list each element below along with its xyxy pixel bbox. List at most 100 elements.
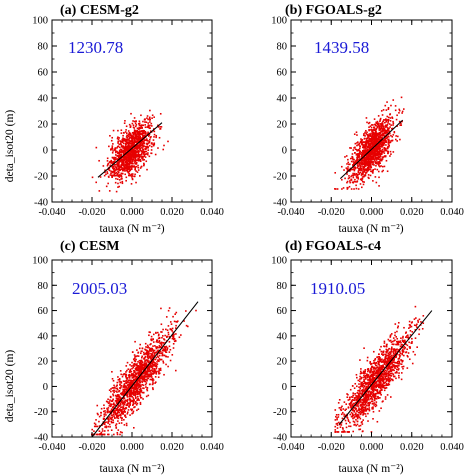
scatter-point <box>136 127 139 130</box>
scatter-point <box>128 398 131 400</box>
scatter-point <box>361 176 364 178</box>
scatter-point <box>340 421 343 424</box>
scatter-point <box>117 417 120 420</box>
scatter-point <box>133 157 136 159</box>
scatter-point <box>356 423 359 426</box>
x-axis-label: tauxa (N m⁻²) <box>338 463 403 475</box>
scatter-point <box>133 152 136 154</box>
scatter-point <box>366 121 368 124</box>
scatter-point <box>129 140 132 143</box>
scatter-point <box>157 334 160 337</box>
scatter-point <box>389 120 392 122</box>
scatter-point <box>113 148 116 151</box>
scatter-point <box>137 150 140 153</box>
scatter-point <box>146 387 149 389</box>
scatter-point <box>123 165 125 167</box>
scatter-point <box>372 124 374 126</box>
scatter-point <box>115 385 118 387</box>
scatter-point <box>370 129 372 131</box>
scatter-point <box>119 153 121 156</box>
scatter-point <box>142 384 145 387</box>
scatter-point <box>360 377 363 380</box>
scatter-point <box>107 168 110 171</box>
scatter-point <box>392 120 394 123</box>
scatter-point <box>126 142 129 145</box>
scatter-point <box>356 392 359 394</box>
scatter-point <box>376 146 378 148</box>
scatter-point <box>113 160 116 162</box>
scatter-point <box>131 176 133 178</box>
y-tick-label: 80 <box>38 281 49 292</box>
scatter-point <box>149 369 152 372</box>
scatter-point <box>363 397 366 399</box>
scatter-point <box>165 345 168 348</box>
scatter-point <box>395 135 397 137</box>
scatter-point <box>395 350 397 353</box>
scatter-point <box>144 383 147 386</box>
scatter-point <box>159 368 161 371</box>
scatter-point <box>381 148 384 151</box>
scatter-point <box>140 350 143 353</box>
scatter-point <box>387 152 389 155</box>
scatter-point <box>379 382 382 384</box>
scatter-point <box>391 127 394 130</box>
scatter-point <box>387 122 389 124</box>
scatter-point <box>349 421 351 424</box>
scatter-point <box>167 365 169 368</box>
scatter-point <box>119 140 122 143</box>
scatter-point <box>140 368 143 371</box>
x-tick-label: 0.040 <box>440 207 464 218</box>
scatter-point <box>383 129 386 131</box>
scatter-point <box>341 178 343 181</box>
scatter-point <box>161 349 164 352</box>
scatter-point <box>364 149 367 151</box>
scatter-point <box>150 343 152 345</box>
scatter-point <box>136 376 139 378</box>
scatter-point <box>376 146 379 148</box>
scatter-point <box>128 391 131 393</box>
scatter-point <box>100 407 103 410</box>
scatter-point <box>377 157 380 160</box>
scatter-point <box>108 405 111 407</box>
scatter-point <box>140 359 143 362</box>
scatter-point <box>356 420 359 423</box>
scatter-point <box>152 345 154 347</box>
scatter-point <box>122 140 124 142</box>
scatter-point <box>402 341 405 344</box>
scatter-point <box>120 158 123 161</box>
scatter-point <box>138 388 141 391</box>
scatter-point <box>107 419 110 421</box>
scatter-point <box>147 126 150 129</box>
scatter-point <box>396 337 399 340</box>
scatter-point <box>137 361 139 363</box>
scatter-point <box>340 406 342 409</box>
scatter-point <box>145 395 148 398</box>
scatter-point <box>116 172 119 175</box>
scatter-point <box>138 139 141 141</box>
scatter-point <box>379 127 382 130</box>
scatter-point <box>131 154 134 156</box>
scatter-point <box>375 381 378 384</box>
scatter-point <box>119 142 122 144</box>
scatter-point <box>157 337 160 340</box>
scatter-point <box>146 354 149 357</box>
scatter-point <box>173 340 176 343</box>
scatter-point <box>112 143 114 145</box>
scatter-point <box>380 153 383 156</box>
scatter-point <box>148 368 151 371</box>
scatter-point <box>362 134 365 137</box>
scatter-point <box>132 124 135 127</box>
scatter-point <box>113 158 116 161</box>
scatter-point <box>126 389 129 391</box>
scatter-point <box>145 349 148 352</box>
scatter-point <box>153 353 156 355</box>
scatter-point <box>378 133 380 136</box>
scatter-point <box>130 156 133 159</box>
scatter-point <box>110 420 113 423</box>
scatter-point <box>371 161 374 163</box>
scatter-point <box>379 141 382 144</box>
scatter-point <box>408 358 411 361</box>
scatter-point <box>129 383 131 385</box>
scatter-point <box>135 363 138 366</box>
scatter-point <box>121 406 123 408</box>
